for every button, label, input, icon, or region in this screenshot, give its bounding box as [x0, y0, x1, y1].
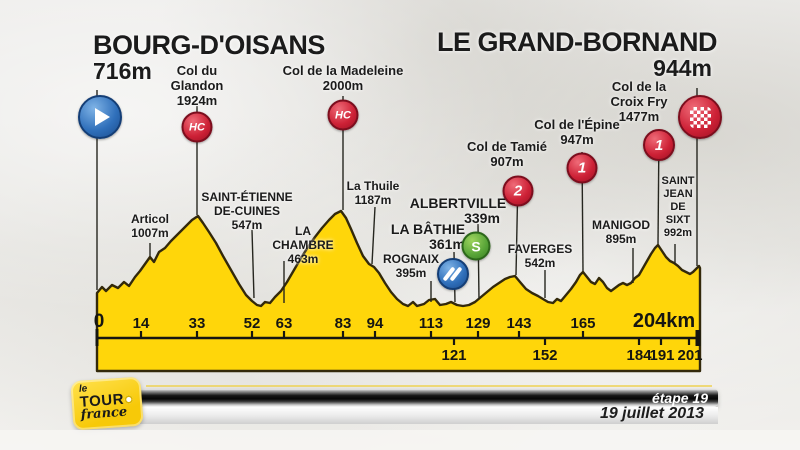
climb-name-line: Glandon	[170, 78, 224, 93]
checkered-flag-icon	[689, 106, 711, 128]
axis-label-km: 94	[366, 315, 384, 332]
climb-label-tamie: Col de Tamié 907m	[467, 139, 547, 169]
axis-label-km: 143	[506, 315, 532, 332]
climb-name-line: Col de la Madeleine	[282, 63, 404, 78]
waypoint-name: FAVERGES	[507, 242, 573, 256]
waypoint-name: DE-CUINES	[213, 204, 280, 218]
sprint-badge: S	[461, 231, 491, 261]
climb-elevation: 2000m	[322, 78, 364, 93]
la-thuile-line	[371, 206, 376, 265]
waypoint-elevation: 1187m	[354, 193, 392, 207]
category-badge-epine: 1	[566, 152, 598, 184]
climb-label-croix-fry: Col de la Croix Fry 1477m	[610, 79, 667, 124]
waypoint-elevation: 547m	[231, 218, 263, 232]
logo-text-france: france	[80, 404, 128, 423]
waypoint-elevation: 463m	[287, 252, 319, 266]
waypoint-label-albertville: ALBERTVILLE 339m	[410, 196, 506, 226]
axis-label-km: 129	[465, 315, 491, 332]
waypoint-label-la-thuile: La Thuile 1187m	[347, 179, 400, 207]
axis-label-km: 113	[418, 315, 444, 332]
stage-date-label: 19 juillet 2013	[599, 405, 704, 422]
climb-elevation: 947m	[560, 132, 594, 147]
axis-label-km: 121	[441, 347, 467, 364]
axis-label-km: 14	[132, 315, 150, 332]
waypoint-label-articol: Articol 1007m	[131, 212, 169, 240]
category-badge-madeleine: HC	[327, 99, 359, 131]
waypoint-elevation: 1007m	[131, 226, 169, 240]
finish-town-label: LE GRAND-BORNAND	[437, 27, 717, 57]
axis-label-km: 52	[243, 315, 261, 332]
waypoint-name: SAINT-ÉTIENNE	[201, 190, 293, 204]
finish-checkered-icon	[678, 95, 722, 139]
feed-zone-icon	[437, 258, 469, 290]
waypoint-name: SAINT	[661, 175, 695, 187]
climb-name-line: Col de l'Épine	[534, 117, 620, 132]
finish-elevation-label: 944m	[653, 55, 712, 81]
elevation-profile-area	[95, 209, 702, 373]
climb-name-line: Col du	[176, 63, 218, 78]
climb-name-line: Croix Fry	[610, 94, 668, 109]
waypoint-elevation: 395m	[395, 266, 427, 280]
waypoint-elevation: 361m	[429, 236, 465, 252]
axis-ticks-up	[139, 331, 585, 338]
climb-label-glandon: Col du Glandon 1924m	[171, 63, 224, 108]
waypoint-name: La Thuile	[346, 179, 400, 193]
waypoint-label-faverges: FAVERGES 542m	[508, 242, 572, 270]
waypoint-name: CHAMBRE	[272, 238, 334, 252]
footer-stage-bar: étape 19	[140, 389, 718, 407]
waypoint-name: LA	[295, 224, 311, 238]
start-play-icon	[78, 95, 122, 139]
waypoint-elevation: 542m	[524, 256, 556, 270]
waypoint-name: ROGNAIX	[382, 252, 440, 266]
waypoint-label-rognaix: ROGNAIX 395m	[383, 252, 439, 280]
waypoint-name: DE	[670, 201, 686, 213]
climb-name-line: Col de Tamié	[467, 139, 547, 154]
waypoint-label-st-jean-de-sixt: SAINT JEAN DE SIXT 992m	[662, 175, 695, 240]
waypoint-elevation: 895m	[605, 232, 637, 246]
climb-elevation: 907m	[490, 154, 524, 169]
climb-elevation: 1477m	[618, 109, 660, 124]
waypoint-elevation: 992m	[663, 227, 693, 239]
axis-label-total-distance: 204km	[632, 310, 696, 332]
category-badge-croix-fry: 1	[643, 129, 675, 161]
waypoint-label-manigod: MANIGOD 895m	[592, 218, 650, 246]
axis-label-km: 63	[275, 315, 293, 332]
waypoint-name: JEAN	[663, 188, 693, 200]
waypoint-label-st-etienne: SAINT-ÉTIENNE DE-CUINES 547m	[201, 190, 292, 232]
st-etienne-line	[251, 229, 255, 299]
climb-label-epine: Col de l'Épine 947m	[534, 117, 619, 147]
category-badge-glandon: HC	[181, 111, 213, 143]
waypoint-label-la-chambre: LA CHAMBRE 463m	[272, 224, 333, 266]
footer-date-bar: 19 juillet 2013	[140, 405, 718, 424]
waypoint-name: ALBERTVILLE	[409, 195, 507, 211]
axis-label-km: 33	[188, 315, 206, 332]
axis-ticks-down	[452, 338, 691, 345]
waypoint-name: Articol	[130, 212, 170, 226]
axis-label-km: 152	[532, 347, 558, 364]
footer-divider	[146, 385, 712, 387]
climb-elevation: 1924m	[176, 93, 218, 108]
category-badge-tamie: 2	[502, 175, 534, 207]
waypoint-label-la-bathie: LA BÂTHIE 361m	[391, 222, 465, 252]
distance-axis	[95, 329, 701, 346]
start-elevation-label: 716m	[93, 58, 152, 84]
waypoint-name: LA BÂTHIE	[390, 221, 466, 237]
axis-label-km: 201	[677, 347, 703, 364]
axis-label-km: 184	[626, 347, 652, 364]
waypoint-name: MANIGOD	[592, 218, 650, 232]
axis-label-km: 191	[649, 347, 675, 364]
axis-label-km: 0	[93, 311, 105, 332]
axis-label-km: 83	[334, 315, 352, 332]
axis-label-km: 165	[570, 315, 596, 332]
logo-wheel-icon	[124, 395, 134, 404]
start-town-label: BOURG-D'OISANS	[93, 30, 325, 60]
climb-label-madeleine: Col de la Madeleine 2000m	[283, 63, 404, 93]
play-triangle-icon	[95, 108, 110, 126]
waypoint-name: SIXT	[665, 214, 691, 226]
waypoint-elevation: 339m	[464, 210, 500, 226]
stage-number-label: étape 19	[651, 390, 708, 406]
tour-de-france-logo: le TOUR france	[70, 376, 144, 431]
climb-name-line: Col de la	[611, 79, 667, 94]
